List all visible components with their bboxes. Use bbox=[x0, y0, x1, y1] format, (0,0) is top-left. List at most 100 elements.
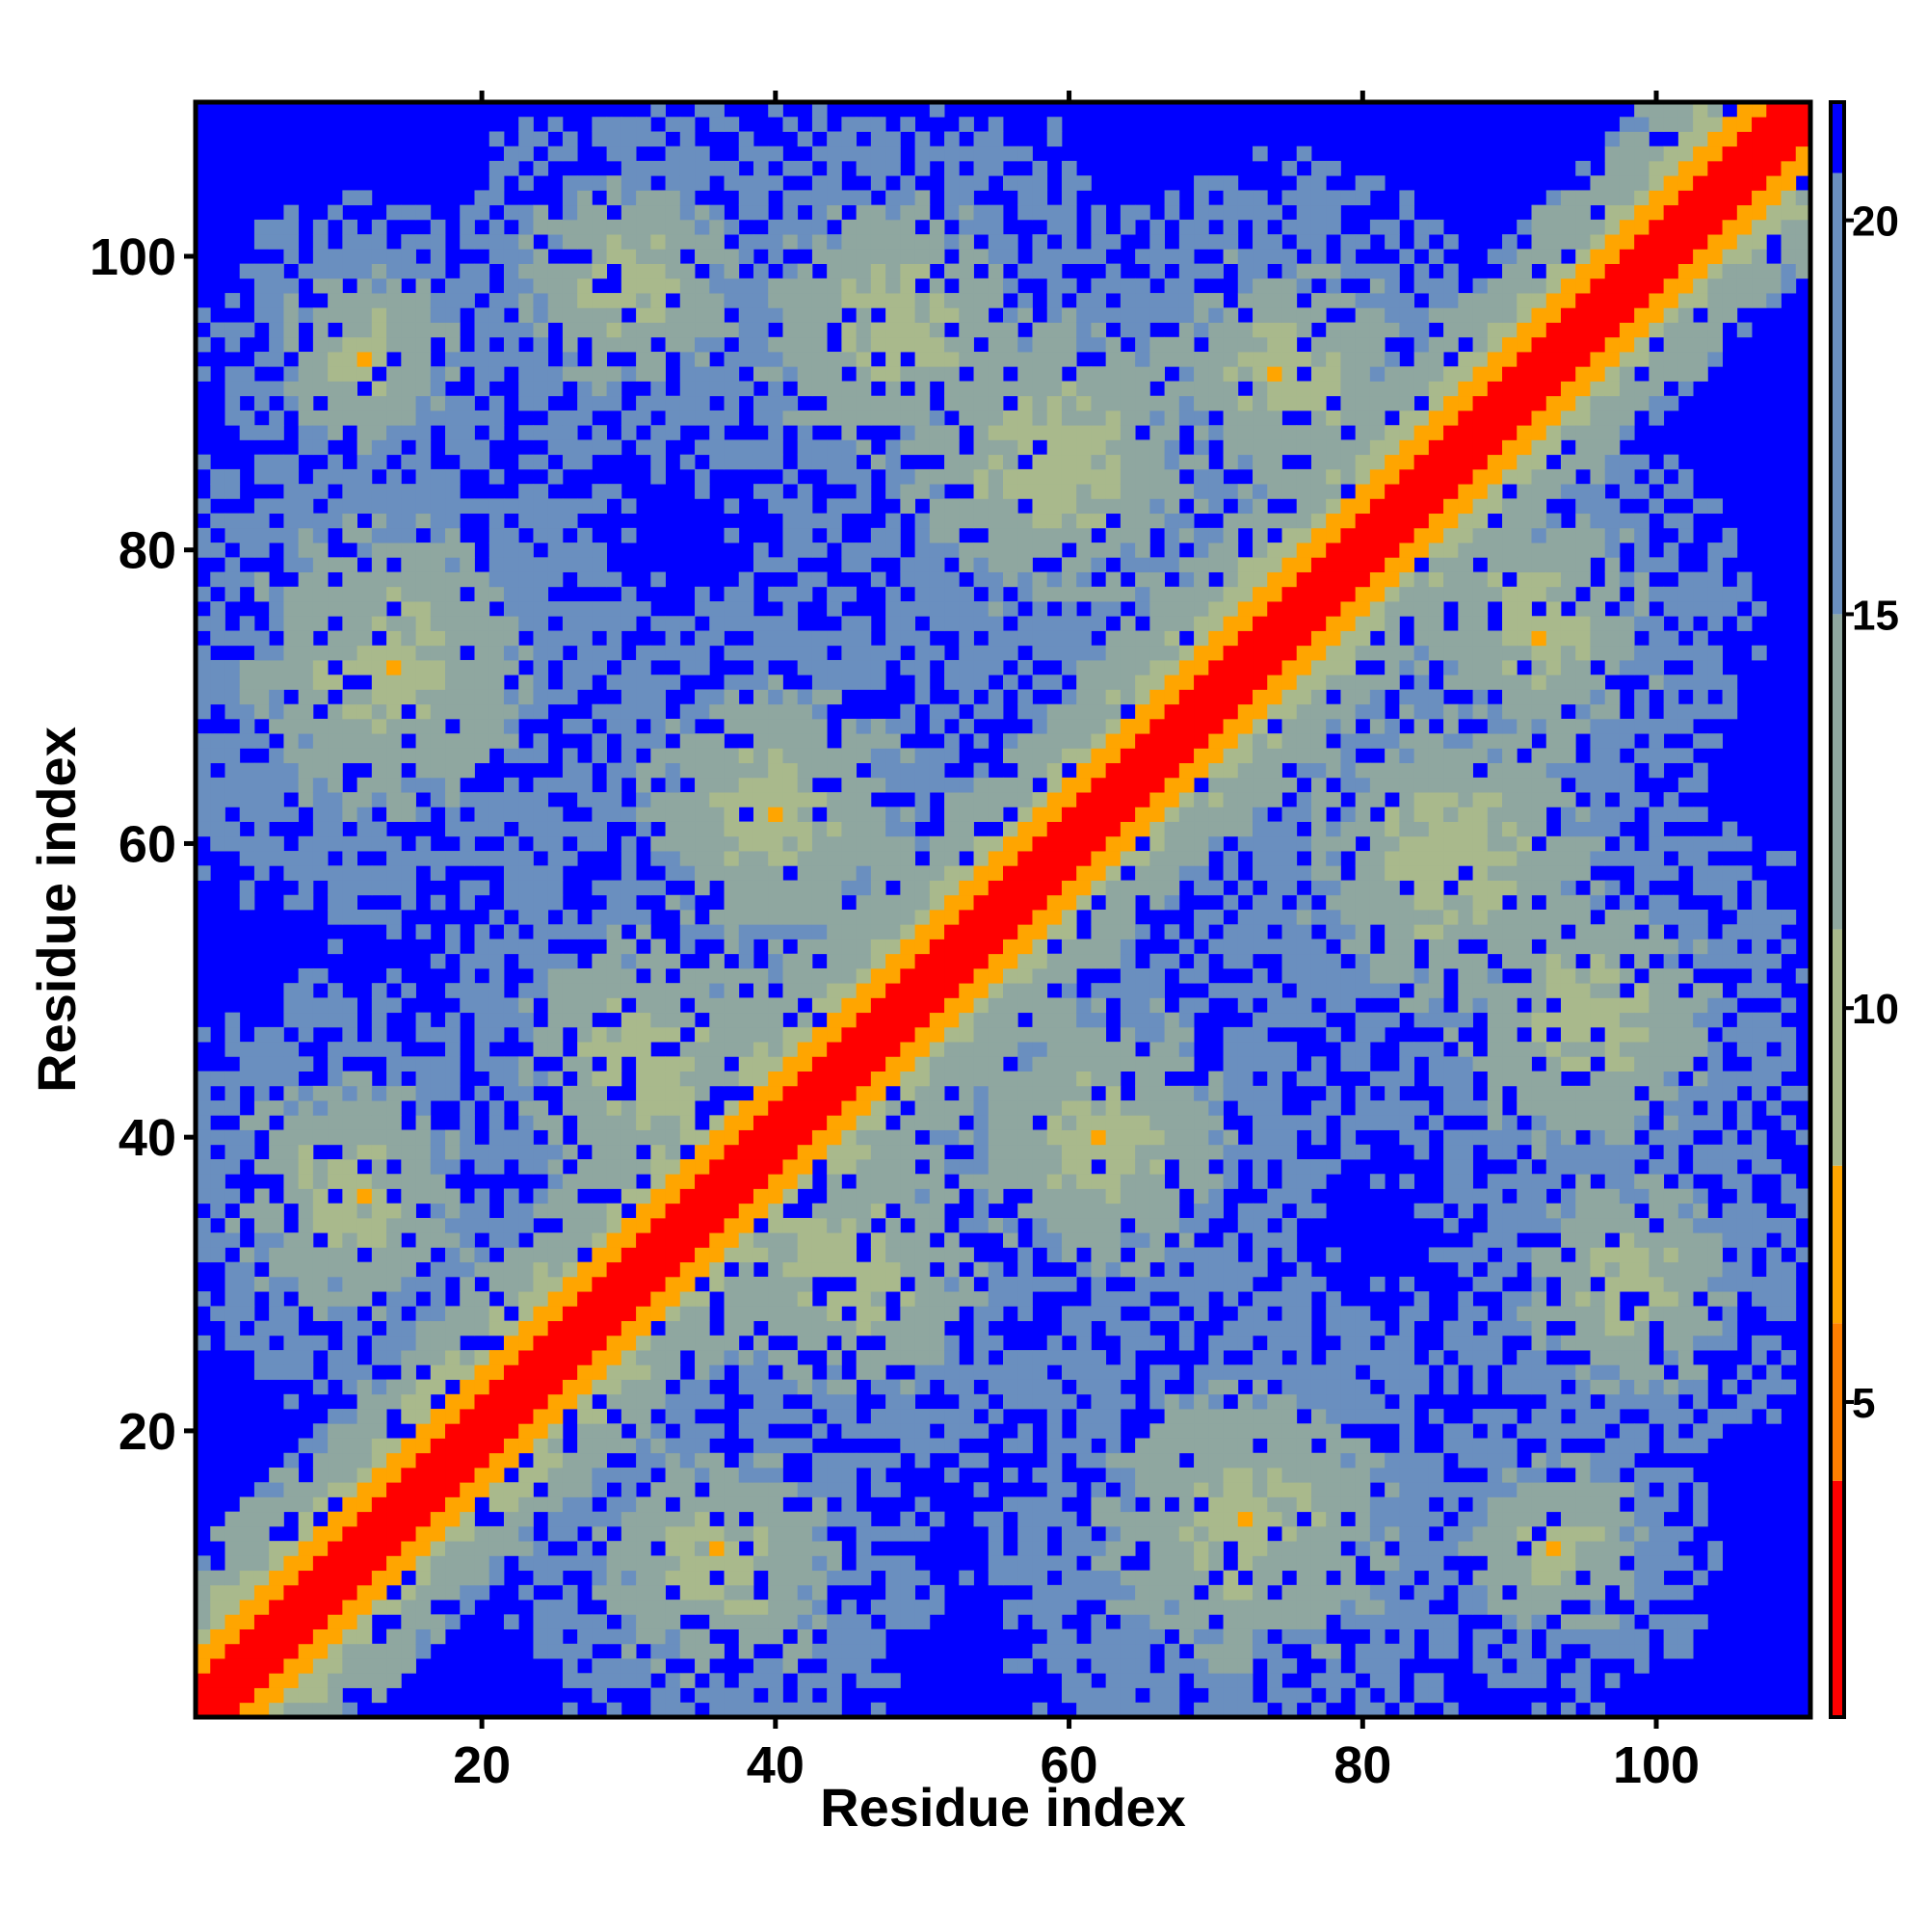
heatmap-cell bbox=[1061, 1600, 1077, 1615]
heatmap-cell bbox=[312, 1012, 329, 1028]
heatmap-cell bbox=[797, 307, 813, 323]
heatmap-cell bbox=[1046, 1159, 1063, 1175]
heatmap-cell bbox=[1046, 762, 1063, 779]
heatmap-cell bbox=[328, 1350, 343, 1365]
heatmap-cell bbox=[253, 381, 270, 397]
heatmap-cell bbox=[269, 1291, 284, 1307]
heatmap-cell bbox=[959, 278, 974, 294]
heatmap-cell bbox=[988, 807, 1004, 822]
heatmap-cell bbox=[386, 543, 402, 558]
heatmap-cell bbox=[1017, 381, 1033, 397]
heatmap-cell bbox=[797, 1174, 813, 1189]
heatmap-cell bbox=[944, 616, 960, 631]
heatmap-cell bbox=[445, 733, 461, 749]
heatmap-cell bbox=[342, 1496, 357, 1513]
heatmap-cell bbox=[283, 249, 300, 264]
heatmap-cell bbox=[768, 1393, 783, 1410]
heatmap-cell bbox=[577, 1335, 593, 1351]
heatmap-cell bbox=[1046, 1643, 1063, 1659]
heatmap-cell bbox=[973, 484, 990, 499]
heatmap-cell bbox=[944, 293, 960, 308]
heatmap-cell bbox=[1017, 616, 1033, 631]
heatmap-cell bbox=[533, 1203, 549, 1219]
heatmap-cell bbox=[415, 1511, 432, 1527]
heatmap-cell bbox=[312, 616, 329, 631]
heatmap-cell bbox=[738, 307, 754, 323]
heatmap-cell bbox=[1017, 175, 1033, 191]
heatmap-cell bbox=[488, 307, 505, 323]
heatmap-cell bbox=[620, 1129, 637, 1146]
heatmap-cell bbox=[738, 1600, 754, 1615]
heatmap-cell bbox=[782, 910, 799, 925]
heatmap-cell bbox=[445, 468, 461, 485]
heatmap-cell bbox=[592, 1687, 608, 1704]
heatmap-cell bbox=[841, 1291, 858, 1307]
heatmap-cell bbox=[430, 307, 446, 323]
heatmap-cell bbox=[620, 1335, 637, 1351]
heatmap-cell bbox=[650, 1217, 666, 1233]
heatmap-cell bbox=[1091, 219, 1107, 235]
heatmap-cell bbox=[401, 498, 416, 515]
heatmap-cell bbox=[1032, 953, 1048, 969]
heatmap-cell bbox=[944, 1276, 960, 1292]
heatmap-cell bbox=[1091, 293, 1107, 308]
heatmap-cell bbox=[371, 410, 387, 426]
heatmap-cell bbox=[1061, 1217, 1077, 1233]
heatmap-cell bbox=[283, 1129, 300, 1146]
heatmap-cell bbox=[752, 1702, 769, 1718]
heatmap-cell bbox=[856, 1203, 872, 1219]
heatmap-cell bbox=[1120, 1203, 1136, 1219]
heatmap-cell bbox=[752, 807, 769, 822]
heatmap-cell bbox=[239, 1673, 255, 1688]
heatmap-cell bbox=[1105, 1291, 1122, 1307]
heatmap-cell bbox=[856, 1570, 872, 1586]
heatmap-cell bbox=[988, 322, 1004, 338]
heatmap-cell bbox=[752, 439, 769, 456]
heatmap-cell bbox=[1017, 527, 1033, 543]
heatmap-cell bbox=[650, 939, 666, 955]
heatmap-cell bbox=[533, 967, 549, 984]
heatmap-cell bbox=[1003, 1600, 1018, 1615]
heatmap-cell bbox=[797, 1012, 813, 1028]
heatmap-cell bbox=[253, 645, 270, 661]
heatmap-cell bbox=[900, 1393, 915, 1410]
heatmap-cell bbox=[386, 1379, 402, 1395]
heatmap-cell bbox=[841, 1658, 858, 1674]
heatmap-cell bbox=[929, 571, 945, 588]
heatmap-cell bbox=[430, 543, 446, 558]
heatmap-cell bbox=[239, 777, 255, 793]
heatmap-cell bbox=[900, 939, 915, 955]
heatmap-cell bbox=[386, 513, 402, 529]
heatmap-cell bbox=[1105, 1144, 1122, 1160]
heatmap-cell bbox=[430, 395, 446, 411]
heatmap-cell bbox=[1120, 1232, 1136, 1248]
heatmap-cell bbox=[870, 322, 886, 338]
heatmap-cell bbox=[503, 204, 519, 221]
heatmap-cell bbox=[460, 1511, 475, 1527]
heatmap-cell bbox=[973, 425, 990, 440]
heatmap-cell bbox=[386, 997, 402, 1014]
heatmap-cell bbox=[606, 1350, 622, 1365]
heatmap-cell bbox=[841, 659, 858, 675]
heatmap-cell bbox=[1105, 1702, 1122, 1718]
heatmap-cell bbox=[518, 748, 534, 764]
heatmap-cell bbox=[312, 307, 329, 323]
heatmap-cell bbox=[224, 1525, 241, 1542]
heatmap-cell bbox=[752, 1658, 769, 1674]
heatmap-cell bbox=[752, 997, 769, 1014]
heatmap-cell bbox=[620, 1232, 637, 1248]
heatmap-cell bbox=[606, 1232, 622, 1248]
heatmap-cell bbox=[328, 1628, 343, 1645]
heatmap-cell bbox=[900, 997, 915, 1014]
heatmap-cell bbox=[1003, 630, 1018, 647]
heatmap-cell bbox=[665, 190, 681, 206]
heatmap-cell bbox=[929, 513, 945, 529]
heatmap-cell bbox=[973, 160, 990, 176]
heatmap-cell bbox=[1046, 967, 1063, 984]
heatmap-cell bbox=[430, 1350, 446, 1365]
heatmap-cell bbox=[401, 645, 416, 661]
heatmap-cell bbox=[445, 571, 461, 588]
heatmap-cell bbox=[959, 1423, 974, 1439]
heatmap-cell bbox=[811, 1525, 828, 1542]
heatmap-cell bbox=[562, 1364, 578, 1380]
